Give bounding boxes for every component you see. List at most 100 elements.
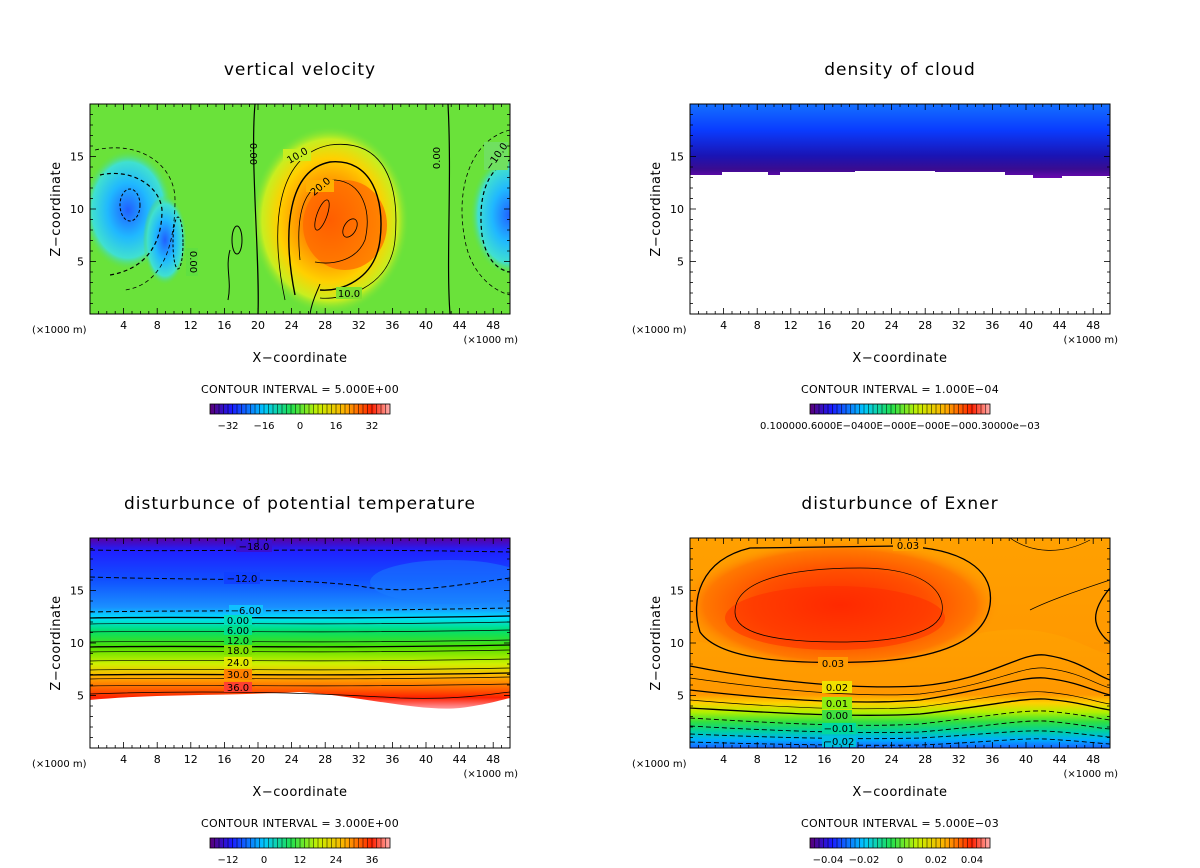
contour-label: 0.03 xyxy=(897,541,919,552)
contour-label: −18.0 xyxy=(239,542,270,553)
x-tick-label: 12 xyxy=(784,753,798,766)
colorbar: CONTOUR INTERVAL = 5.000E−03 −0.04 −0.02 0… xyxy=(801,817,999,866)
y-tick-label: 10 xyxy=(670,203,684,216)
x-tick-label: 12 xyxy=(184,753,198,766)
contour-interval-label: CONTOUR INTERVAL = 1.000E−04 xyxy=(801,383,999,396)
colorbar-tick-label: 12 xyxy=(294,855,307,866)
contour-labels: 0.03 0.03 0.02 0.01 0.00 −0.01 −0.02 xyxy=(818,539,923,748)
x-tick-label: 28 xyxy=(318,753,332,766)
contour-label: 6.00 xyxy=(227,626,249,637)
contour-label: 18.0 xyxy=(227,646,249,657)
x-tick-label: 4 xyxy=(120,753,127,766)
x-unit-label-left: (×1000 m) xyxy=(32,759,87,770)
x-tick-label: 44 xyxy=(1053,753,1067,766)
colorbar-stripes xyxy=(814,838,986,848)
panel-title: disturbunce of potential temperature xyxy=(124,494,476,514)
x-tick-label: 24 xyxy=(885,753,899,766)
x-tick-label: 12 xyxy=(184,319,198,332)
colorbar-tick-label: 16 xyxy=(330,421,343,432)
colorbar-tick-label: −16 xyxy=(253,421,274,432)
colorbar-tick-label: −12 xyxy=(217,855,238,866)
contour-label: 0.00 xyxy=(432,147,443,169)
x-tick-label: 8 xyxy=(154,319,161,332)
colorbar-tick-labels: 0.100000.6000E−0400E−000E−000E−000.30000… xyxy=(760,421,1040,432)
x-tick-label: 16 xyxy=(817,319,831,332)
x-unit-label-left: (×1000 m) xyxy=(632,759,687,770)
contour-interval-label: CONTOUR INTERVAL = 5.000E−03 xyxy=(801,817,999,830)
contour-label: 0.00 xyxy=(227,616,249,627)
y-tick-label: 5 xyxy=(677,256,684,269)
panel-title: density of cloud xyxy=(824,60,976,80)
colorbar-tick-label: 0 xyxy=(261,855,267,866)
y-tick-label: 15 xyxy=(70,151,84,164)
x-tick-label: 20 xyxy=(251,319,265,332)
x-tick-label: 4 xyxy=(720,753,727,766)
heatmap-field xyxy=(90,104,510,314)
contour-label: 0.02 xyxy=(826,683,848,694)
x-tick-label: 28 xyxy=(918,753,932,766)
y-axis-label: Z−coordinate xyxy=(49,595,64,690)
contour-label: 0.01 xyxy=(826,699,848,710)
y-tick-label: 10 xyxy=(70,637,84,650)
panel-density-of-cloud: density of cloud 4 8 12 16 20 24 28 32 36 40 44 485… xyxy=(632,60,1118,432)
contour-label: −0.02 xyxy=(824,737,855,748)
x-tick-label: 24 xyxy=(285,753,299,766)
x-tick-label: 40 xyxy=(1019,753,1033,766)
x-tick-label: 40 xyxy=(419,753,433,766)
colorbar-tick-label: −32 xyxy=(217,421,238,432)
contour-label: 0.00 xyxy=(247,143,258,165)
x-tick-label: 32 xyxy=(352,319,366,332)
x-tick-label: 36 xyxy=(385,319,399,332)
heatmap-field xyxy=(90,538,510,748)
x-tick-label: 36 xyxy=(985,319,999,332)
x-tick-label: 44 xyxy=(453,319,467,332)
x-tick-label: 40 xyxy=(419,319,433,332)
y-tick-label: 10 xyxy=(670,637,684,650)
x-tick-label: 28 xyxy=(918,319,932,332)
x-tick-label: 8 xyxy=(154,753,161,766)
x-tick-label: 24 xyxy=(285,319,299,332)
contour-label: 10.0 xyxy=(338,289,360,300)
colorbar-tick-label: 0 xyxy=(297,421,303,432)
x-tick-label: 16 xyxy=(817,753,831,766)
x-tick-label: 20 xyxy=(251,753,265,766)
colorbar-tick-label: 0.04 xyxy=(961,855,983,866)
y-axis-label: Z−coordinate xyxy=(49,161,64,256)
y-axis-label: Z−coordinate xyxy=(649,161,664,256)
contour-interval-label: CONTOUR INTERVAL = 3.000E+00 xyxy=(201,817,399,830)
y-tick-label: 5 xyxy=(77,256,84,269)
x-unit-label-left: (×1000 m) xyxy=(32,325,87,336)
x-tick-label: 40 xyxy=(1019,319,1033,332)
x-axis-label: X−coordinate xyxy=(252,785,347,800)
x-unit-label-right: (×1000 m) xyxy=(463,335,518,346)
y-tick-label: 5 xyxy=(77,690,84,703)
panel-potential-temperature: disturbunce of potential temperature xyxy=(32,494,518,866)
contour-label: 0.03 xyxy=(822,659,844,670)
x-tick-label: 12 xyxy=(784,319,798,332)
heatmap-field xyxy=(690,104,1110,314)
x-tick-label: 8 xyxy=(754,319,761,332)
contour-label: −0.01 xyxy=(824,724,855,735)
colorbar-ticks: −32 −16 0 16 32 xyxy=(217,421,378,432)
colorbar-stripes xyxy=(814,404,986,414)
contour-label: 36.0 xyxy=(227,683,249,694)
x-axis-label: X−coordinate xyxy=(852,351,947,366)
contour-label: −12.0 xyxy=(227,574,258,585)
x-unit-label-right: (×1000 m) xyxy=(1063,335,1118,346)
panel-exner: disturbunce of Exner xyxy=(632,494,1118,866)
contour-label: −6.00 xyxy=(231,606,262,617)
x-tick-label: 28 xyxy=(318,319,332,332)
x-tick-label: 20 xyxy=(851,753,865,766)
heatmap-field xyxy=(690,538,1110,748)
x-tick-label: 20 xyxy=(851,319,865,332)
colorbar: CONTOUR INTERVAL = 1.000E−04 0.100000.60… xyxy=(760,383,1040,432)
colorbar-tick-label: 0 xyxy=(897,855,903,866)
x-tick-label: 48 xyxy=(486,753,500,766)
x-unit-label-right: (×1000 m) xyxy=(463,769,518,780)
x-tick-label: 32 xyxy=(352,753,366,766)
x-tick-label: 48 xyxy=(486,319,500,332)
